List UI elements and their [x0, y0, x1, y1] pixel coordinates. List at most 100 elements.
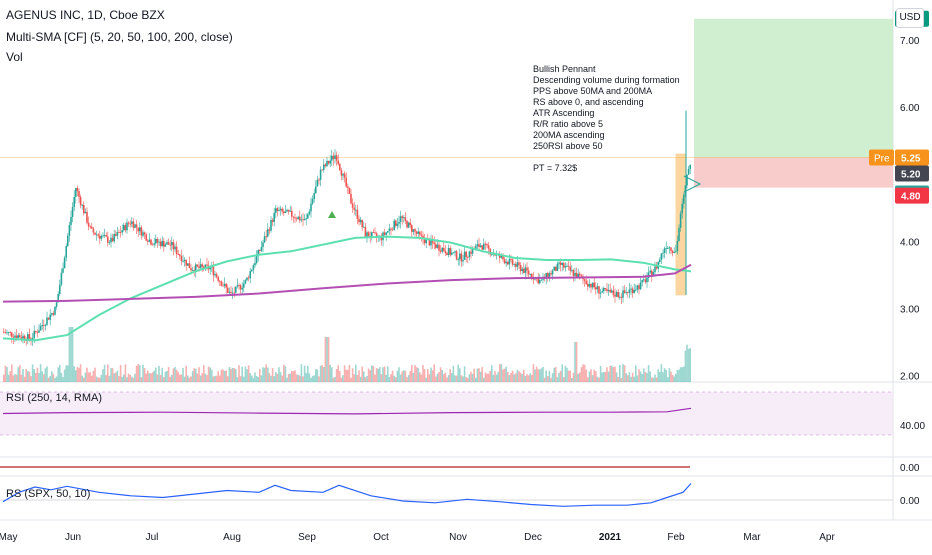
volume-bar	[300, 364, 303, 382]
volume-bar	[102, 369, 104, 382]
candle-body	[423, 239, 426, 244]
volume-bar	[367, 368, 370, 382]
candle-body	[441, 247, 443, 252]
volume-bar	[275, 372, 277, 382]
volume-bar	[467, 377, 469, 382]
volume-bar	[260, 375, 263, 382]
volume-bar	[14, 374, 16, 382]
volume-bar	[41, 371, 43, 382]
volume-bar	[409, 370, 411, 382]
volume-bar	[68, 327, 71, 382]
volume-bar	[267, 367, 269, 382]
candle-body	[393, 220, 395, 230]
candle-body	[617, 291, 619, 298]
candle-body	[244, 279, 247, 284]
candle-body	[566, 265, 568, 267]
candle-body	[236, 285, 239, 287]
candle-body	[14, 335, 16, 338]
candle-body	[356, 209, 359, 220]
rsi-legend[interactable]: RSI (250, 14, RMA)	[6, 392, 102, 404]
volume-bar	[391, 370, 394, 382]
volume-bar	[295, 374, 298, 382]
volume-bar	[204, 373, 207, 382]
candle-body	[417, 231, 419, 234]
volume-bar	[547, 375, 549, 382]
candle-body	[670, 247, 672, 251]
volume-legend[interactable]: Vol	[6, 50, 23, 64]
volume-bar	[308, 373, 311, 382]
volume-bar	[65, 365, 67, 382]
volume-bar	[228, 366, 231, 382]
volume-bar	[679, 367, 682, 382]
volume-bar	[233, 368, 235, 382]
candle-body	[558, 262, 560, 264]
volume-bar	[614, 366, 616, 382]
candle-body	[171, 242, 173, 246]
candle-body	[307, 214, 309, 219]
candle-body	[191, 270, 194, 271]
candle-body	[148, 239, 151, 242]
candle-body	[265, 236, 267, 238]
volume-bar	[507, 372, 509, 382]
volume-bar	[270, 375, 272, 382]
volume-bar	[505, 366, 507, 382]
volume-bar	[159, 374, 162, 382]
volume-bar	[206, 375, 208, 382]
volume-bar	[331, 367, 333, 382]
candle-body	[84, 211, 87, 214]
candle-body	[81, 204, 83, 206]
candle-body	[475, 246, 477, 250]
candle-body	[366, 232, 368, 237]
volume-bar	[551, 373, 554, 382]
candle-body	[102, 235, 104, 237]
candle-body	[443, 247, 445, 251]
candle-body	[38, 330, 40, 333]
volume-bar	[476, 368, 479, 382]
volume-bar	[292, 371, 295, 382]
candle-body	[209, 267, 211, 270]
volume-bar	[75, 370, 77, 382]
candle-body	[489, 248, 491, 255]
candle-body	[291, 210, 293, 217]
volume-bar	[686, 344, 688, 382]
multi-sma-legend[interactable]: Multi-SMA [CF] (5, 20, 50, 100, 200, clo…	[6, 30, 233, 44]
volume-bar	[622, 364, 624, 382]
currency-button[interactable]: USD	[896, 8, 924, 28]
volume-bar	[369, 370, 371, 382]
candle-body	[484, 243, 487, 245]
candle-body	[374, 232, 376, 234]
candle-body	[687, 168, 690, 175]
volume-bar	[6, 367, 8, 382]
volume-bar	[339, 370, 341, 382]
candle-body	[447, 248, 450, 256]
annotation-line: RS above 0, and ascending	[533, 97, 644, 107]
candle-body	[671, 250, 674, 254]
candle-body	[563, 262, 565, 268]
candle-body	[92, 228, 95, 233]
rs-legend[interactable]: RS (SPX, 50, 10)	[6, 488, 91, 500]
symbol-title[interactable]: AGENUS INC, 1D, Cboe BZX	[6, 8, 165, 22]
volume-bar	[43, 374, 45, 382]
candle-body	[249, 271, 251, 279]
volume-bar	[395, 377, 397, 382]
candle-body	[351, 203, 354, 208]
candle-body	[300, 219, 303, 221]
volume-bar	[550, 377, 552, 382]
candle-body	[174, 246, 176, 250]
candle-body	[585, 280, 587, 284]
candle-body	[190, 268, 192, 271]
volume-bar	[156, 374, 159, 382]
candle-body	[255, 256, 258, 264]
volume-bar	[553, 367, 555, 382]
candle-body	[390, 228, 392, 230]
volume-bar	[337, 365, 339, 382]
volume-bar	[97, 377, 99, 382]
candle-body	[607, 289, 610, 292]
candle-body	[404, 217, 407, 221]
candle-body	[545, 272, 547, 279]
volume-bar	[447, 375, 450, 382]
volume-bar	[257, 377, 259, 382]
volume-bar	[214, 375, 216, 382]
